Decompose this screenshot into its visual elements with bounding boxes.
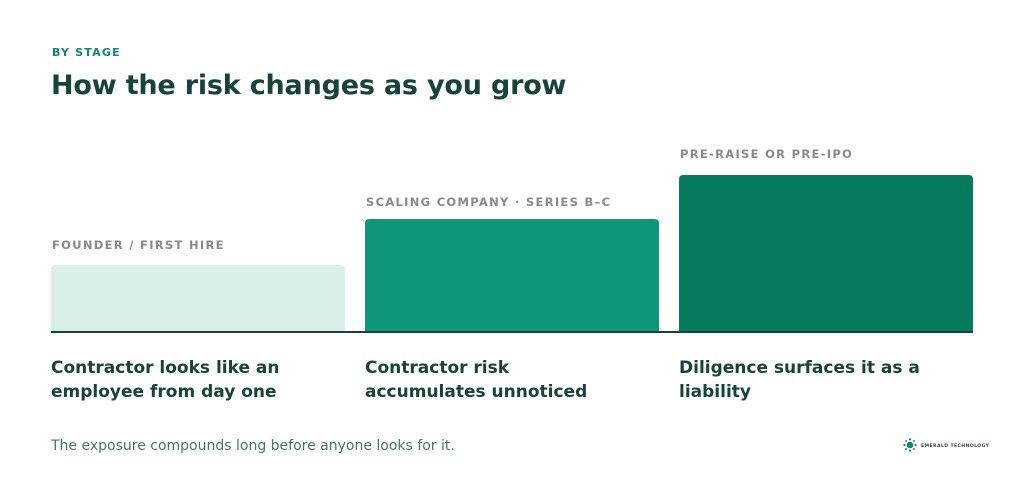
stage-label-founder: FOUNDER / FIRST HIRE bbox=[52, 238, 225, 252]
stage-bar-scaling bbox=[365, 219, 659, 331]
brand: EMERALD TECHNOLOGY bbox=[903, 437, 989, 456]
stage-description-pre-ipo: Diligence surfaces it as a liability bbox=[679, 358, 920, 402]
stage-bar-founder bbox=[51, 265, 345, 331]
stage-label-scaling: SCALING COMPANY · SERIES B–C bbox=[366, 195, 612, 209]
page-title: How the risk changes as you grow bbox=[51, 70, 567, 101]
brand-name: EMERALD TECHNOLOGY bbox=[921, 444, 990, 449]
stage-description-scaling: Contractor risk accumulates unnoticed bbox=[365, 358, 588, 402]
stage-bar-pre-ipo bbox=[679, 175, 973, 331]
emerald-logo-icon bbox=[903, 437, 917, 456]
eyebrow: BY STAGE bbox=[52, 46, 121, 59]
baseline bbox=[51, 331, 973, 333]
stage-label-pre-ipo: PRE-RAISE OR PRE-IPO bbox=[680, 147, 854, 161]
footnote: The exposure compounds long before anyon… bbox=[51, 438, 455, 454]
stage-description-founder: Contractor looks like an employee from d… bbox=[51, 358, 280, 402]
